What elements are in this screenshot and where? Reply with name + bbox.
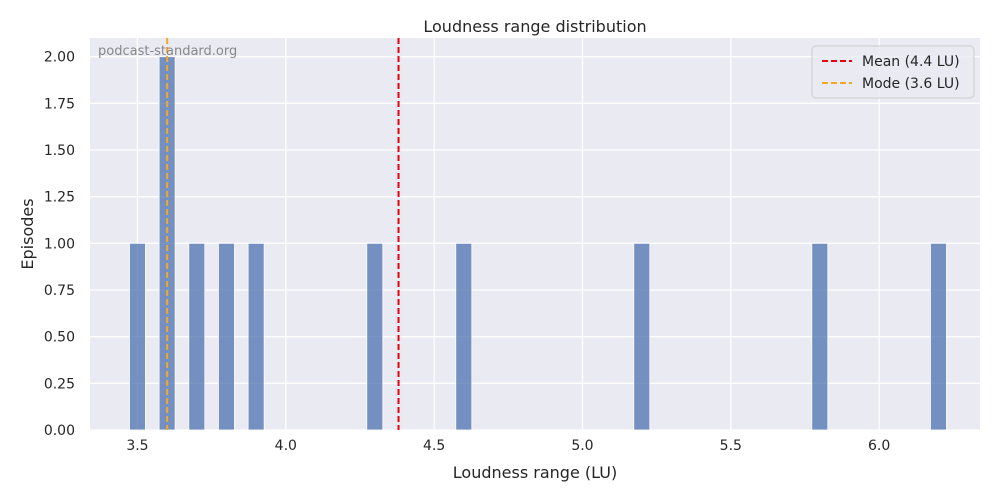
x-axis-label: Loudness range (LU) [453, 463, 617, 482]
x-tick-label: 4.5 [423, 438, 445, 454]
y-tick-label: 1.75 [44, 96, 75, 112]
x-axis-ticks: 3.5 4.0 4.5 5.0 5.5 6.0 [126, 438, 890, 454]
x-tick-label: 5.5 [720, 438, 742, 454]
histogram-bar [455, 242, 473, 431]
histogram-bar [633, 242, 651, 431]
x-tick-label: 6.0 [868, 438, 890, 454]
histogram-bar [366, 242, 384, 431]
y-tick-label: 2.00 [44, 50, 75, 66]
y-axis-ticks: 0.00 0.25 0.50 0.75 1.00 1.25 1.50 1.75 2.00 [44, 50, 75, 439]
y-tick-label: 0.75 [44, 283, 75, 299]
x-tick-label: 5.0 [571, 438, 593, 454]
histogram-bar [811, 242, 829, 431]
grid-lines [90, 38, 980, 431]
histogram-bar [247, 242, 265, 431]
y-tick-label: 0.25 [44, 376, 75, 392]
y-tick-label: 1.50 [44, 143, 75, 159]
x-tick-label: 4.0 [275, 438, 297, 454]
watermark-text: podcast-standard.org [98, 44, 237, 59]
legend-mean-label: Mean (4.4 LU) [862, 54, 960, 70]
y-axis-label: Episodes [18, 198, 37, 269]
x-tick-label: 3.5 [126, 438, 148, 454]
y-tick-label: 0.50 [44, 330, 75, 346]
histogram-bars [129, 56, 947, 431]
histogram-bar [218, 242, 235, 431]
histogram-bar [129, 242, 146, 431]
histogram-bar [930, 242, 947, 431]
reference-lines [166, 38, 400, 430]
y-tick-label: 1.00 [44, 236, 75, 252]
legend-box [811, 45, 975, 99]
chart-title: Loudness range distribution [423, 17, 646, 36]
legend: Mean (4.4 LU) Mode (3.6 LU) [811, 45, 975, 99]
y-tick-label: 1.25 [44, 190, 75, 206]
histogram-bar [188, 242, 206, 431]
legend-mode-label: Mode (3.6 LU) [862, 76, 960, 92]
y-tick-label: 0.00 [44, 423, 75, 439]
